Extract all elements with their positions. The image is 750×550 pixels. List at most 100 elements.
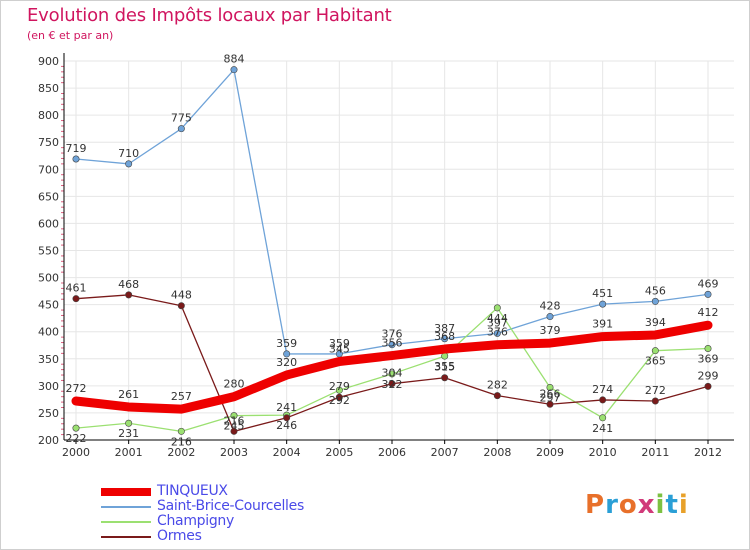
data-label: 468	[118, 278, 139, 291]
data-label: 359	[276, 337, 297, 350]
data-label: 297	[540, 391, 561, 404]
legend-label: Saint-Brice-Courcelles	[157, 498, 304, 514]
data-label: 379	[540, 324, 561, 337]
data-point	[388, 351, 396, 360]
x-tick-label: 2002	[167, 446, 195, 459]
data-point	[651, 330, 660, 339]
data-label: 257	[171, 390, 192, 403]
legend-swatch	[101, 506, 151, 508]
y-tick-label: 350	[38, 353, 59, 366]
logo-letter: t	[665, 490, 679, 520]
data-label: 272	[645, 384, 666, 397]
y-tick-label: 200	[38, 434, 59, 447]
data-label: 710	[118, 147, 139, 160]
data-label: 356	[382, 337, 403, 350]
data-label: 451	[592, 287, 613, 300]
data-label: 719	[66, 142, 87, 155]
x-tick-label: 2009	[536, 446, 564, 459]
data-point	[441, 374, 449, 382]
x-tick-label: 2011	[641, 446, 669, 459]
data-label: 216	[171, 435, 192, 448]
data-point	[230, 66, 238, 74]
data-label: 355	[434, 360, 455, 373]
data-label: 241	[276, 401, 297, 414]
data-point	[704, 290, 712, 298]
data-label: 376	[382, 328, 403, 341]
data-point	[72, 424, 80, 432]
data-label: 216	[224, 414, 245, 427]
data-label: 391	[592, 318, 613, 331]
data-point	[599, 300, 607, 308]
data-point	[177, 302, 185, 310]
data-label: 394	[645, 316, 666, 329]
data-label: 222	[66, 432, 87, 445]
data-point	[651, 347, 659, 355]
y-tick-label: 250	[38, 407, 59, 420]
y-tick-label: 750	[38, 136, 59, 149]
data-label: 387	[434, 322, 455, 335]
x-tick-label: 2004	[273, 446, 301, 459]
data-point	[177, 427, 185, 435]
data-point	[546, 313, 554, 321]
y-tick-label: 500	[38, 272, 59, 285]
x-tick-label: 2010	[589, 446, 617, 459]
data-point	[72, 295, 80, 303]
data-label: 292	[329, 394, 350, 407]
y-tick-label: 650	[38, 190, 59, 203]
y-tick-label: 900	[38, 55, 59, 68]
x-tick-label: 2000	[62, 446, 90, 459]
data-label: 412	[698, 306, 719, 319]
data-label: 272	[66, 382, 87, 395]
data-point	[704, 344, 712, 352]
data-label: 376	[487, 326, 508, 339]
data-point	[283, 414, 291, 422]
data-label: 304	[382, 367, 403, 380]
data-point	[125, 419, 133, 427]
data-point	[124, 402, 133, 411]
data-point	[282, 371, 291, 380]
x-tick-label: 2005	[325, 446, 353, 459]
data-label: 448	[171, 289, 192, 302]
data-label: 359	[329, 337, 350, 350]
data-label: 428	[540, 300, 561, 313]
legend-label: TINQUEUX	[157, 483, 228, 499]
data-label: 245	[224, 420, 245, 433]
data-point	[388, 341, 396, 349]
y-tick-label: 400	[38, 326, 59, 339]
data-label: 775	[171, 112, 192, 125]
data-label: 299	[698, 369, 719, 382]
data-point	[125, 291, 133, 299]
x-tick-label: 2007	[431, 446, 459, 459]
data-point	[599, 396, 607, 404]
data-label: 315	[434, 361, 455, 374]
data-point	[493, 392, 501, 400]
data-label: 280	[224, 378, 245, 391]
x-tick-label: 2003	[220, 446, 248, 459]
data-label: 231	[118, 427, 139, 440]
data-label: 266	[540, 387, 561, 400]
data-label: 368	[434, 330, 455, 343]
legend-label: Ormes	[157, 528, 202, 544]
data-label: 320	[276, 356, 297, 369]
data-label: 241	[592, 422, 613, 435]
data-point	[177, 405, 186, 414]
x-tick-label: 2006	[378, 446, 406, 459]
y-tick-label: 800	[38, 109, 59, 122]
y-tick-label: 850	[38, 82, 59, 95]
y-tick-label: 700	[38, 163, 59, 176]
data-label: 397	[487, 316, 508, 329]
data-point	[493, 304, 501, 312]
y-tick-label: 600	[38, 217, 59, 230]
data-label: 274	[592, 383, 613, 396]
data-point	[440, 345, 449, 354]
data-label: 456	[645, 284, 666, 297]
proxiti-logo: Proxiti	[585, 490, 689, 520]
data-point	[230, 392, 238, 401]
x-tick-label: 2008	[483, 446, 511, 459]
data-label: 282	[487, 379, 508, 392]
logo-letter: i	[655, 490, 666, 520]
data-point	[704, 321, 712, 330]
data-point	[283, 350, 291, 358]
